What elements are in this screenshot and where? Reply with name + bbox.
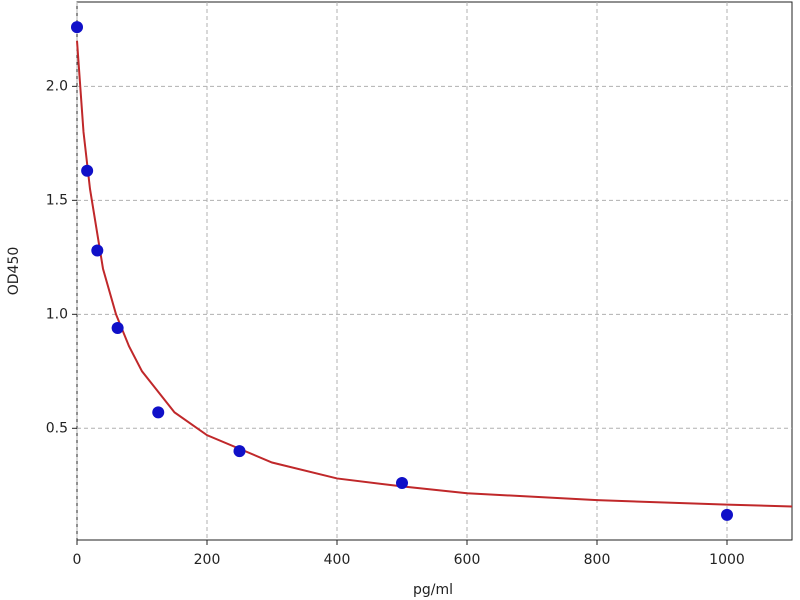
x-tick-label: 0	[73, 552, 82, 568]
data-point	[152, 406, 165, 419]
data-point	[81, 164, 94, 177]
x-tick-label: 1000	[709, 552, 745, 568]
data-point	[396, 477, 408, 490]
x-tick-label: 200	[194, 552, 221, 568]
y-tick-label: 2.0	[46, 78, 68, 94]
y-tick-label: 1.5	[46, 192, 68, 208]
y-tick-label: 1.0	[46, 306, 68, 322]
plot-frame	[76, 1, 793, 541]
data-point	[721, 508, 733, 521]
y-axis-label: OD450	[6, 247, 22, 296]
x-axis-label: pg/ml	[413, 582, 453, 598]
data-point	[233, 445, 246, 458]
y-tick-label: 0.5	[46, 420, 68, 436]
data-point	[71, 21, 83, 34]
data-point	[91, 244, 104, 257]
fit-curve	[76, 40, 793, 508]
data-point	[111, 321, 124, 334]
x-tick-label: 800	[584, 552, 611, 568]
x-tick-label: 600	[454, 552, 481, 568]
x-tick-label: 400	[324, 552, 351, 568]
